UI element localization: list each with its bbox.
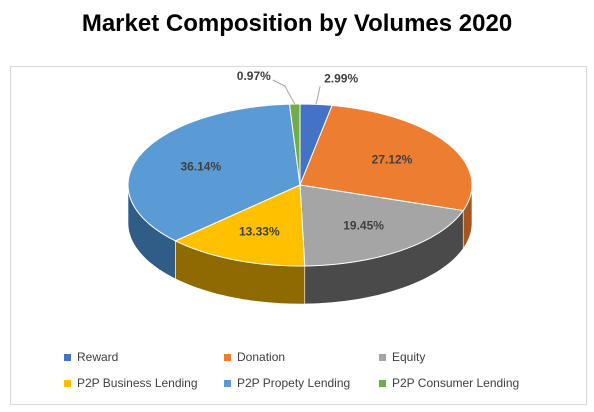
data-label-p2p-consumer-lending: 0.97%: [237, 69, 271, 83]
pie-slice-equity: [299, 184, 465, 267]
pie-slice-donation: [299, 104, 473, 212]
pie-slice-p2p-consumer-lending: [288, 103, 301, 186]
pie-slice-p2p-propety-lending: [127, 103, 301, 242]
chart-title: Market Composition by Volumes 2020: [81, 10, 513, 37]
legend-swatch: [64, 353, 71, 361]
legend-swatch: [379, 353, 386, 361]
legend-label: P2P Propety Lending: [237, 376, 351, 390]
legend-row: Reward Donation Equity: [64, 344, 544, 370]
legend-swatch: [64, 379, 71, 387]
legend-row: P2P Business Lending P2P Propety Lending…: [64, 370, 544, 396]
legend-swatch: [379, 379, 386, 387]
legend-label: Reward: [77, 350, 119, 364]
leader-line-p2p-consumer-lending: [272, 79, 296, 105]
data-label-reward: 2.99%: [324, 71, 358, 85]
legend-label: P2P Business Lending: [77, 376, 198, 390]
legend-item-equity: Equity: [379, 350, 544, 364]
legend-item-p2p-propety-lending: P2P Propety Lending: [224, 376, 379, 390]
data-label-p2p-propety-lending: 36.14%: [180, 160, 221, 174]
pie-sides: [127, 184, 473, 305]
legend-label: Donation: [237, 350, 286, 364]
legend: Reward Donation Equity P2P Business Lend…: [64, 344, 544, 396]
legend-label: P2P Consumer Lending: [392, 376, 520, 390]
legend-item-p2p-business-lending: P2P Business Lending: [64, 376, 224, 390]
data-label-p2p-business-lending: 13.33%: [239, 224, 280, 238]
legend-swatch: [224, 353, 231, 361]
pie-tops: [127, 103, 473, 267]
data-label-donation: 27.12%: [372, 153, 413, 167]
legend-item-donation: Donation: [224, 350, 379, 364]
leader-line-reward: [315, 86, 321, 105]
data-label-equity: 19.45%: [343, 218, 384, 232]
pie-labels: 2.99% 27.12% 19.45% 13.33% 36.14% 0.97%: [180, 69, 412, 238]
legend-swatch: [224, 379, 231, 387]
legend-label: Equity: [392, 350, 426, 364]
pie-slice-p2p-business-lending: [174, 184, 306, 267]
legend-item-p2p-consumer-lending: P2P Consumer Lending: [379, 376, 544, 390]
legend-item-reward: Reward: [64, 350, 224, 364]
